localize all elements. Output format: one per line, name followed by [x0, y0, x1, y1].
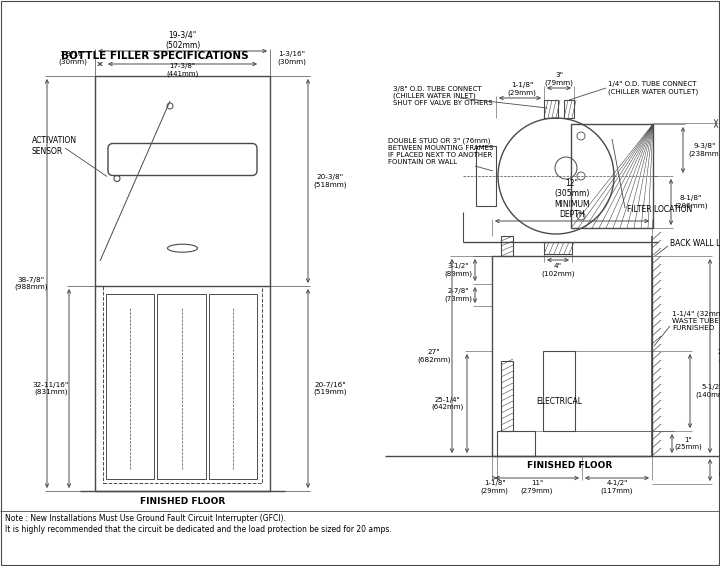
- Bar: [158, 294, 206, 479]
- Text: 20-3/8"
(518mm): 20-3/8" (518mm): [313, 174, 347, 188]
- Text: Note : New Installations Must Use Ground Fault Circuit Interrupter (GFCI).
It is: Note : New Installations Must Use Ground…: [5, 514, 392, 534]
- Text: 27"
(682mm): 27" (682mm): [418, 349, 451, 363]
- Text: 38-7/8"
(988mm): 38-7/8" (988mm): [14, 277, 48, 290]
- Text: 3"
(79mm): 3" (79mm): [544, 72, 573, 86]
- Bar: [544, 242, 572, 254]
- Ellipse shape: [168, 244, 197, 252]
- Text: 25-1/4"
(642mm): 25-1/4" (642mm): [431, 397, 463, 410]
- Text: 2-7/8"
(73mm): 2-7/8" (73mm): [444, 288, 472, 302]
- Text: 1-1/8"
(29mm): 1-1/8" (29mm): [508, 82, 536, 96]
- Bar: [501, 236, 513, 256]
- Bar: [571, 124, 653, 228]
- Text: 3-1/2"
(89mm): 3-1/2" (89mm): [718, 463, 720, 477]
- Text: FILTER LOCATION: FILTER LOCATION: [627, 205, 692, 215]
- Text: 19-3/4"
(502mm): 19-3/4" (502mm): [165, 31, 200, 50]
- Bar: [543, 351, 575, 431]
- Bar: [95, 76, 270, 491]
- Text: FINISHED FLOOR: FINISHED FLOOR: [140, 496, 225, 505]
- Text: 4-1/2"
(117mm): 4-1/2" (117mm): [600, 480, 634, 494]
- Text: ACTIVATION
SENSOR: ACTIVATION SENSOR: [32, 136, 77, 156]
- Text: 5-1/2"
(140mm): 5-1/2" (140mm): [696, 384, 720, 398]
- Text: 25-7/8"
(658mm): 25-7/8" (658mm): [718, 349, 720, 363]
- Bar: [497, 431, 535, 456]
- Bar: [106, 294, 154, 479]
- Text: 9-3/8"
(238mm): 9-3/8" (238mm): [688, 143, 720, 157]
- Text: 3-1/2"
(89mm): 3-1/2" (89mm): [444, 263, 472, 277]
- Bar: [501, 361, 513, 431]
- Text: BOTTLE FILLER SPECIFICATIONS: BOTTLE FILLER SPECIFICATIONS: [61, 51, 249, 61]
- Text: DOUBLE STUD OR 3" (76mm)
BETWEEN MOUNTING FRAMES
IF PLACED NEXT TO ANOTHER
FOUNT: DOUBLE STUD OR 3" (76mm) BETWEEN MOUNTIN…: [388, 137, 493, 165]
- Text: 8-1/8"
(206mm): 8-1/8" (206mm): [674, 195, 708, 209]
- Bar: [209, 294, 257, 479]
- Text: 3/8" O.D. TUBE CONNECT
(CHILLER WATER INLET)
SHUT OFF VALVE BY OTHERS: 3/8" O.D. TUBE CONNECT (CHILLER WATER IN…: [393, 86, 492, 106]
- Bar: [564, 100, 574, 118]
- FancyBboxPatch shape: [108, 144, 257, 175]
- Text: 11"
(279mm): 11" (279mm): [521, 480, 553, 494]
- Text: 32-11/16"
(831mm): 32-11/16" (831mm): [33, 381, 69, 395]
- Text: 4"
(102mm): 4" (102mm): [541, 263, 575, 277]
- Text: 1/4" O.D. TUBE CONNECT
(CHILLER WATER OUTLET): 1/4" O.D. TUBE CONNECT (CHILLER WATER OU…: [608, 82, 698, 95]
- Text: 18-3/4"
(476mm): 18-3/4" (476mm): [719, 117, 720, 130]
- Bar: [544, 100, 558, 118]
- Text: 1-3/16"
(30mm): 1-3/16" (30mm): [58, 52, 87, 65]
- Bar: [476, 146, 496, 206]
- Text: 1"
(25mm): 1" (25mm): [674, 437, 702, 450]
- Text: 1-1/8"
(29mm): 1-1/8" (29mm): [480, 480, 508, 494]
- Text: FINISHED FLOOR: FINISHED FLOOR: [527, 461, 613, 470]
- Text: ELECTRICAL: ELECTRICAL: [536, 397, 582, 405]
- Text: 1-3/16"
(30mm): 1-3/16" (30mm): [278, 52, 307, 65]
- Text: 12"
(305mm)
MINIMUM
DEPTH: 12" (305mm) MINIMUM DEPTH: [554, 179, 590, 219]
- Text: 20-7/16"
(519mm): 20-7/16" (519mm): [313, 381, 347, 395]
- Bar: [492, 256, 652, 456]
- Text: BACK WALL LINE: BACK WALL LINE: [670, 239, 720, 248]
- Text: 17-3/8"
(441mm): 17-3/8" (441mm): [166, 63, 199, 77]
- Bar: [103, 286, 262, 483]
- Text: 1-1/4" (32mm)
WASTE TUBE
FURNISHED: 1-1/4" (32mm) WASTE TUBE FURNISHED: [672, 311, 720, 331]
